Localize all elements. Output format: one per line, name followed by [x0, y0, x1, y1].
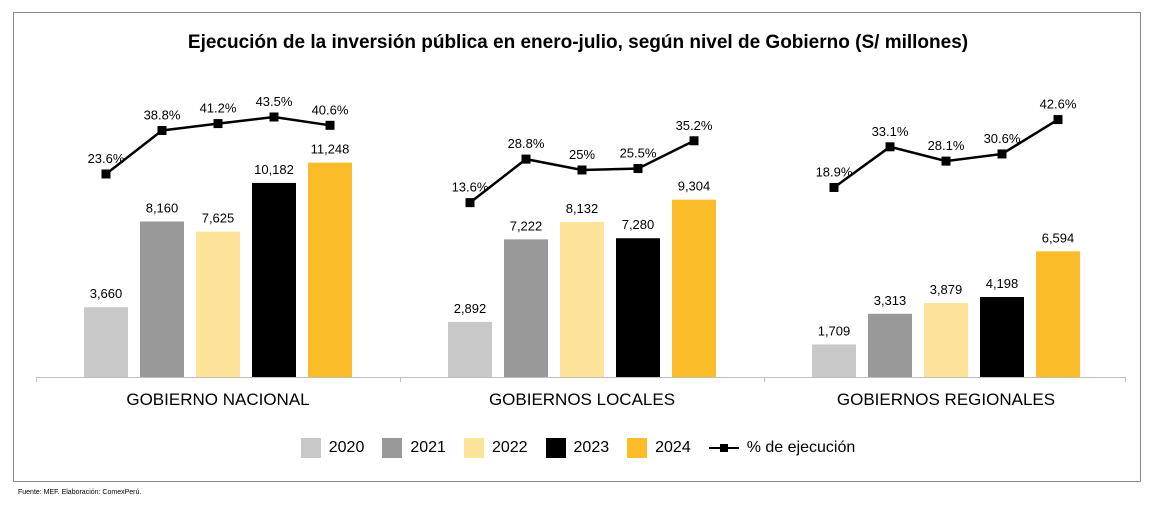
pct-series-line: [833, 118, 1059, 189]
bar-data-label: 7,625: [202, 211, 235, 226]
bar-data-label: 8,160: [146, 200, 179, 215]
pct-data-label: 41.2%: [200, 101, 237, 116]
pct-marker: [997, 149, 1007, 159]
pct-marker: [885, 142, 895, 152]
legend-label: 2022: [491, 439, 528, 456]
bar-data-label: 11,248: [311, 142, 350, 157]
bar-data-label: 1,709: [818, 323, 851, 338]
legend-item: 2021: [382, 438, 446, 458]
legend-label: 2024: [655, 439, 691, 456]
legend-swatch: [382, 438, 403, 458]
bar-data-label: 9,304: [678, 179, 711, 194]
pct-marker: [101, 169, 111, 179]
legend-item: 2024: [627, 438, 691, 458]
bar-data-label: 4,198: [986, 276, 1019, 291]
bar: [84, 307, 128, 377]
bar-data-label: 3,879: [930, 282, 963, 297]
pct-data-label: 18.9%: [816, 164, 853, 179]
legend-label: 2020: [328, 439, 365, 456]
bar: [924, 303, 968, 377]
bar: [868, 313, 912, 377]
pct-data-label: 25%: [569, 147, 595, 162]
bar-data-label: 7,222: [510, 218, 543, 233]
chart-title: Ejecución de la inversión pública en ene…: [187, 32, 969, 53]
category-label: GOBIERNO NACIONAL: [126, 390, 309, 409]
pct-data-label: 42.6%: [1040, 97, 1077, 112]
pct-marker: [325, 120, 335, 130]
bar: [308, 162, 352, 377]
category-label: GOBIERNOS REGIONALES: [837, 390, 1055, 409]
legend-item: 2020: [300, 438, 365, 458]
bar: [616, 238, 660, 377]
pct-marker: [157, 125, 167, 135]
pct-data-label: 28.1%: [928, 138, 965, 153]
bar: [812, 344, 856, 377]
category-label: GOBIERNOS LOCALES: [489, 390, 675, 409]
bar-data-label: 7,280: [622, 217, 655, 232]
legend-item: 2023: [545, 438, 610, 458]
legend-swatch: [545, 438, 566, 458]
bar-data-label: 2,892: [454, 301, 487, 316]
legend-item: 2022: [463, 438, 528, 458]
legend-swatch: [463, 438, 484, 458]
pct-data-label: 40.6%: [312, 102, 349, 117]
chart-legend: 2020 2021 2022 2023 2024 % de ejecución: [0, 438, 1156, 458]
legend-label: % de ejecución: [746, 439, 856, 456]
pct-marker: [1053, 115, 1063, 125]
pct-data-label: 25.5%: [620, 146, 657, 161]
bar: [448, 321, 492, 377]
pct-data-label: 33.1%: [872, 124, 909, 139]
pct-marker: [521, 154, 531, 164]
legend-swatch: [300, 438, 321, 458]
bar: [1036, 251, 1080, 377]
legend-item: % de ejecución: [708, 439, 856, 457]
pct-data-label: 43.5%: [256, 94, 293, 109]
pct-data-label: 35.2%: [676, 118, 713, 133]
pct-marker: [941, 156, 951, 166]
pct-marker: [633, 164, 643, 174]
bar: [252, 182, 296, 377]
bar: [504, 239, 548, 377]
pct-marker: [829, 182, 839, 192]
legend-label: 2023: [573, 439, 610, 456]
bar: [672, 199, 716, 377]
legend-swatch: [627, 438, 648, 458]
bar-data-label: 6,594: [1042, 230, 1075, 245]
pct-marker: [269, 112, 279, 122]
legend-line-marker: [708, 442, 739, 454]
bar-data-label: 3,660: [90, 286, 123, 301]
legend-label: 2021: [410, 439, 446, 456]
pct-data-label: 38.8%: [144, 107, 181, 122]
bar-data-label: 3,313: [874, 293, 907, 308]
pct-data-label: 28.8%: [508, 136, 545, 151]
pct-marker: [465, 198, 475, 208]
bar: [980, 296, 1024, 377]
pct-data-label: 13.6%: [452, 180, 489, 195]
bar: [560, 222, 604, 377]
pct-marker: [577, 165, 587, 175]
bar-data-label: 10,182: [254, 162, 294, 177]
chart-frame: [13, 12, 1141, 482]
pct-data-label: 30.6%: [984, 131, 1021, 146]
pct-data-label: 23.6%: [88, 151, 125, 166]
bar-data-label: 8,132: [566, 201, 599, 216]
source-note: Fuente: MEF. Elaboración: ComexPerú.: [18, 489, 142, 496]
pct-marker: [689, 136, 699, 146]
pct-marker: [213, 119, 223, 129]
bar: [196, 231, 240, 377]
bar: [140, 221, 184, 377]
